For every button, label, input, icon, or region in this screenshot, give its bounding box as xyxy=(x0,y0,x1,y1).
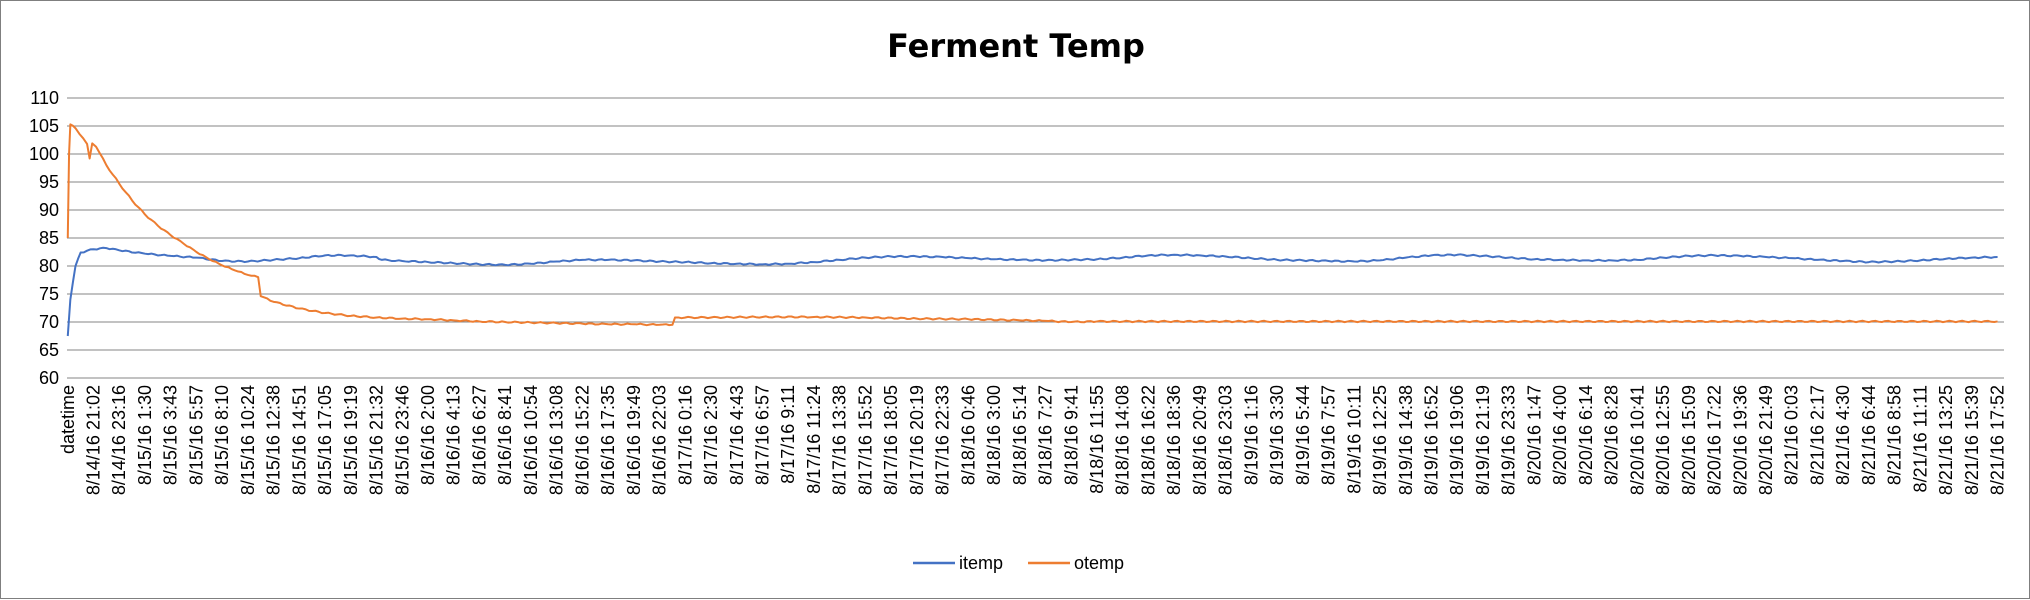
x-tick-label: 8/21/16 0:03 xyxy=(1782,385,1802,485)
x-axis-tick-labels: datetime 8/14/16 21:02 8/14/16 23:16 8/15/1… xyxy=(58,385,2008,495)
x-tick-label: 8/15/16 19:19 xyxy=(341,385,361,495)
x-tick-label: 8/20/16 15:09 xyxy=(1679,385,1699,495)
x-tick-label: 8/17/16 22:33 xyxy=(933,385,953,495)
x-tick-label: 8/17/16 2:30 xyxy=(701,385,721,485)
series-line-itemp xyxy=(66,246,1998,337)
x-tick-label: 8/17/16 11:24 xyxy=(804,385,824,494)
x-tick-label: 8/19/16 21:19 xyxy=(1473,385,1493,495)
x-tick-label: 8/15/16 14:51 xyxy=(289,385,309,495)
x-tick-label: 8/18/16 7:27 xyxy=(1036,385,1056,485)
x-tick-label: 8/20/16 4:00 xyxy=(1550,385,1570,485)
x-tick-label: 8/20/16 6:14 xyxy=(1576,385,1596,485)
x-tick-label: 8/19/16 14:38 xyxy=(1396,385,1416,495)
x-tick-label: 8/18/16 20:49 xyxy=(1190,385,1210,495)
x-tick-label: 8/21/16 8:58 xyxy=(1885,385,1905,485)
x-tick-label: 8/21/16 15:39 xyxy=(1962,385,1982,495)
x-tick-label: 8/16/16 17:35 xyxy=(598,385,618,495)
x-tick-label: 8/19/16 12:25 xyxy=(1370,385,1390,495)
y-tick-label: 65 xyxy=(39,340,59,360)
series-line-otemp xyxy=(66,123,1998,327)
x-tick-label: 8/21/16 13:25 xyxy=(1936,385,1956,495)
y-tick-label: 100 xyxy=(29,144,59,164)
x-tick-label: 8/20/16 21:49 xyxy=(1756,385,1776,495)
x-tick-label: 8/15/16 17:05 xyxy=(315,385,335,495)
x-tick-label: 8/19/16 16:52 xyxy=(1421,385,1441,495)
x-tick-label: 8/21/16 2:17 xyxy=(1807,385,1827,485)
legend: itemp otemp xyxy=(913,553,1124,573)
x-tick-label: 8/20/16 12:55 xyxy=(1653,385,1673,495)
x-tick-label: 8/18/16 9:41 xyxy=(1061,385,1081,485)
x-tick-label: 8/17/16 6:57 xyxy=(752,385,772,485)
y-tick-label: 95 xyxy=(39,172,59,192)
x-tick-label: 8/21/16 11:11 xyxy=(1910,385,1930,492)
chart-title: Ferment Temp xyxy=(887,27,1145,65)
series-lines xyxy=(66,123,1998,337)
y-tick-label: 70 xyxy=(39,312,59,332)
x-tick-label: 8/20/16 1:47 xyxy=(1524,385,1544,485)
x-tick-label: 8/19/16 7:57 xyxy=(1319,385,1339,485)
x-tick-label: 8/14/16 21:02 xyxy=(84,385,104,495)
x-tick-label: 8/16/16 8:41 xyxy=(495,385,515,485)
x-tick-label: 8/20/16 10:41 xyxy=(1627,385,1647,495)
x-tick-label: 8/15/16 21:32 xyxy=(367,385,387,495)
x-tick-label: 8/17/16 4:43 xyxy=(727,385,747,485)
y-axis-tick-labels: 60 65 70 75 80 85 90 95 100 105 110 xyxy=(29,88,59,388)
x-tick-label: 8/19/16 23:33 xyxy=(1499,385,1519,495)
x-tick-label: 8/18/16 23:03 xyxy=(1216,385,1236,495)
y-tick-label: 60 xyxy=(39,368,59,388)
gridlines xyxy=(67,97,2004,379)
x-tick-label: 8/17/16 18:05 xyxy=(881,385,901,495)
x-tick-label: 8/16/16 22:03 xyxy=(650,385,670,495)
x-tick-label: 8/15/16 8:10 xyxy=(212,385,232,485)
x-tick-label: 8/19/16 5:44 xyxy=(1293,385,1313,485)
x-tick-label: 8/15/16 12:38 xyxy=(264,385,284,495)
y-tick-label: 105 xyxy=(29,116,59,136)
x-tick-label: 8/17/16 13:38 xyxy=(830,385,850,495)
x-tick-label: 8/18/16 11:55 xyxy=(1087,385,1107,494)
x-tick-label: 8/18/16 3:00 xyxy=(984,385,1004,485)
x-tick-label: 8/19/16 10:11 xyxy=(1344,385,1364,494)
legend-label-itemp: itemp xyxy=(959,553,1003,573)
y-tick-label: 90 xyxy=(39,200,59,220)
y-tick-label: 110 xyxy=(30,88,59,108)
x-tick-label: 8/18/16 18:36 xyxy=(1164,385,1184,495)
x-tick-label: 8/15/16 1:30 xyxy=(135,385,155,485)
x-tick-label: 8/21/16 17:52 xyxy=(1988,385,2008,495)
x-tick-label: 8/20/16 19:36 xyxy=(1730,385,1750,495)
x-tick-label: 8/16/16 15:22 xyxy=(572,385,592,495)
x-tick-label: 8/16/16 19:49 xyxy=(624,385,644,495)
x-tick-label: 8/17/16 15:52 xyxy=(855,385,875,495)
y-tick-label: 75 xyxy=(39,284,59,304)
x-tick-label: 8/17/16 20:19 xyxy=(907,385,927,495)
x-tick-label: 8/16/16 10:54 xyxy=(521,385,541,495)
x-tick-label: 8/18/16 0:46 xyxy=(958,385,978,485)
x-tick-label: 8/14/16 23:16 xyxy=(109,385,129,495)
y-tick-label: 85 xyxy=(39,228,59,248)
x-tick-label: 8/19/16 19:06 xyxy=(1447,385,1467,495)
x-tick-label: 8/21/16 4:30 xyxy=(1833,385,1853,485)
x-tick-label: 8/18/16 14:08 xyxy=(1113,385,1133,495)
x-tick-label: 8/16/16 2:00 xyxy=(418,385,438,485)
x-tick-label: 8/17/16 0:16 xyxy=(675,385,695,485)
x-tick-label: 8/18/16 16:22 xyxy=(1138,385,1158,495)
x-tick-label: 8/16/16 6:27 xyxy=(469,385,489,485)
x-tick-label: 8/17/16 9:11 xyxy=(778,385,798,484)
x-tick-label: 8/20/16 17:22 xyxy=(1705,385,1725,495)
x-tick-label: 8/19/16 3:30 xyxy=(1267,385,1287,485)
x-tick-label: datetime xyxy=(58,385,78,454)
x-tick-label: 8/20/16 8:28 xyxy=(1602,385,1622,485)
x-tick-label: 8/15/16 10:24 xyxy=(238,385,258,495)
x-tick-label: 8/21/16 6:44 xyxy=(1859,385,1879,485)
x-tick-label: 8/18/16 5:14 xyxy=(1010,385,1030,485)
x-tick-label: 8/15/16 3:43 xyxy=(161,385,181,485)
y-tick-label: 80 xyxy=(39,256,59,276)
x-tick-label: 8/15/16 5:57 xyxy=(186,385,206,485)
x-tick-label: 8/19/16 1:16 xyxy=(1241,385,1261,485)
x-tick-label: 8/16/16 13:08 xyxy=(547,385,567,495)
x-tick-label: 8/15/16 23:46 xyxy=(392,385,412,495)
x-tick-label: 8/16/16 4:13 xyxy=(444,385,464,485)
legend-label-otemp: otemp xyxy=(1074,553,1124,573)
